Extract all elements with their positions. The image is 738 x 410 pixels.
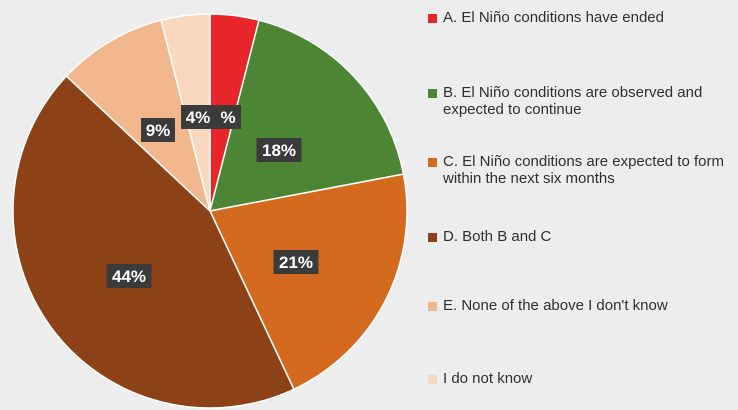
data-label-box-0: [215, 105, 241, 129]
legend-item-2: C. El Niño conditions are expected to fo…: [428, 153, 738, 187]
data-label-box-2: [273, 250, 319, 274]
legend-item-3: D. Both B and C: [428, 228, 738, 245]
legend-label-0: A. El Niño conditions have ended: [443, 9, 664, 26]
data-label-box-5: [181, 105, 215, 129]
data-label-text-3: 44%: [112, 267, 146, 286]
data-label-text-4: 9%: [146, 121, 171, 140]
legend-swatch-4: [428, 302, 437, 311]
data-label-0: %: [215, 105, 241, 129]
pie-slice-2: [208, 173, 408, 391]
legend-swatch-1: [428, 89, 437, 98]
pie-slice-3: [12, 75, 295, 409]
legend-swatch-0: [428, 14, 437, 23]
data-label-4: 9%: [141, 118, 175, 142]
data-label-2: 21%: [273, 250, 319, 274]
legend-item-1: B. El Niño conditions are observed and e…: [428, 84, 738, 118]
legend-swatch-2: [428, 158, 437, 167]
data-label-text-2: 21%: [279, 253, 313, 272]
legend-label-2: C. El Niño conditions are expected to fo…: [443, 153, 724, 187]
chart-legend: A. El Niño conditions have ended B. El Ni…: [428, 0, 738, 410]
data-label-box-3: [106, 264, 152, 288]
legend-label-1: B. El Niño conditions are observed and e…: [443, 84, 703, 118]
pie-slice-1: [208, 19, 405, 212]
legend-swatch-5: [428, 375, 437, 384]
data-label-box-1: [256, 138, 302, 162]
legend-label-4: E. None of the above I don't know: [443, 297, 668, 314]
data-label-text-5: 4%: [186, 108, 211, 127]
data-label-1: 18%: [256, 138, 302, 162]
data-label-text-1: 18%: [262, 141, 296, 160]
legend-item-0: A. El Niño conditions have ended: [428, 9, 738, 26]
pie-chart: % 18% 21% 44% 9% 4%: [12, 13, 408, 409]
data-label-3: 44%: [106, 264, 152, 288]
legend-label-3: D. Both B and C: [443, 228, 552, 245]
legend-label-5: I do not know: [443, 370, 533, 387]
legend-item-5: I do not know: [428, 370, 738, 387]
data-label-box-4: [141, 118, 175, 142]
legend-item-4: E. None of the above I don't know: [428, 297, 738, 314]
pie-slice-4: [65, 19, 212, 214]
legend-swatch-3: [428, 233, 437, 242]
data-label-text-0: %: [220, 108, 235, 127]
data-label-5: 4%: [181, 105, 215, 129]
